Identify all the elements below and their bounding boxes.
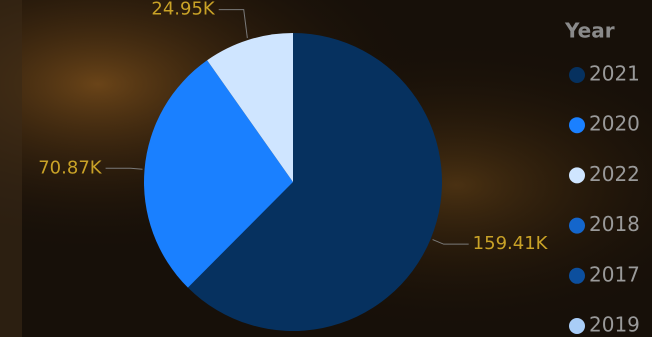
- legend-label: 2022: [589, 162, 640, 186]
- data-label: 24.95K: [151, 0, 216, 20]
- leader-line: [105, 167, 143, 170]
- pie-slice: [144, 60, 293, 288]
- legend-marker: [569, 67, 585, 83]
- data-label: 70.87K: [38, 157, 103, 178]
- leader-line: [218, 9, 248, 39]
- legend-marker: [569, 318, 585, 334]
- background-edge: [0, 0, 22, 337]
- legend-marker: [569, 217, 585, 234]
- legend-title: Year: [564, 19, 615, 43]
- legend-label: 2018: [589, 212, 640, 236]
- pie-slice: [187, 33, 442, 331]
- legend-label: 2019: [589, 313, 640, 337]
- legend-label: 2021: [589, 62, 640, 86]
- data-label: 159.41K: [473, 233, 549, 254]
- legend-label: 2017: [589, 262, 640, 286]
- legend-marker: [569, 167, 585, 184]
- leader-line: [432, 239, 469, 245]
- legend-marker: [569, 267, 585, 284]
- legend-label: 2020: [589, 112, 640, 136]
- pie-slice: [207, 33, 293, 182]
- legend-marker: [569, 117, 585, 134]
